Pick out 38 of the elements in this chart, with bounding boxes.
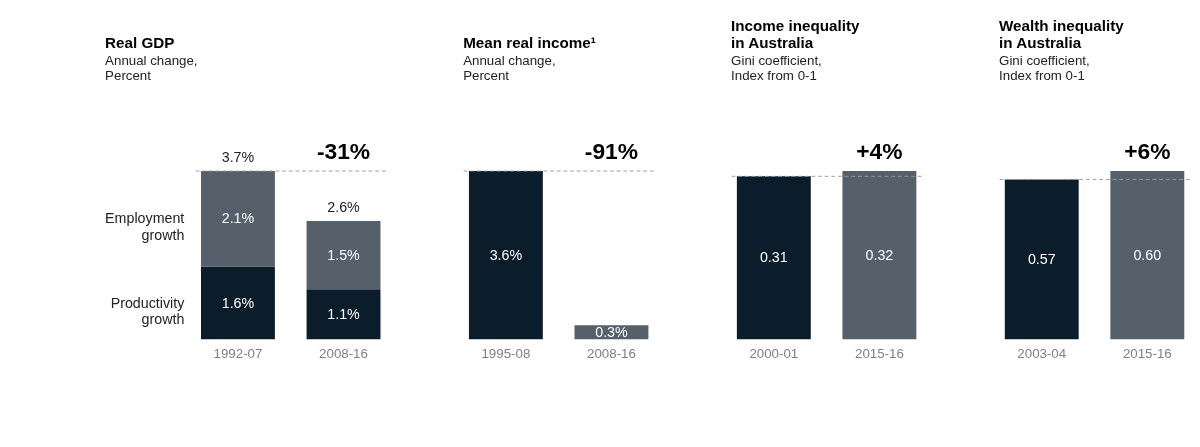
data-label: 1.5% (327, 246, 361, 263)
data-label: 2.1% (221, 210, 255, 227)
x-tick-label: 2015-16 (1122, 345, 1172, 361)
data-label: 0.31 (759, 249, 788, 266)
data-label: 0.57 (1027, 251, 1056, 268)
data-label: 3.6% (489, 246, 523, 263)
annotation: +6% (1124, 137, 1171, 164)
data-label: 0.60 (1133, 246, 1162, 263)
x-tick-label: 1995-08 (481, 345, 531, 361)
chart-subtitle: Gini coefficient, Index from 0-1 (999, 52, 1090, 83)
x-tick-label: 2000-01 (749, 345, 799, 361)
bar (306, 221, 381, 290)
annotation: -31% (316, 137, 371, 164)
data-label: 0.32 (865, 246, 894, 263)
x-tick-label: 1992-07 (213, 345, 263, 361)
annotation: +4% (856, 137, 903, 164)
chart-title: Mean real income¹ (463, 34, 596, 52)
total-label: 3.7% (221, 149, 255, 166)
chart-title: Real GDP (105, 34, 175, 52)
x-tick-label: 2003-04 (1017, 345, 1067, 361)
bar (306, 289, 381, 340)
series-label: Employment growth (105, 210, 185, 243)
chart-subtitle: Annual change, Percent (463, 52, 556, 83)
chart-title: Income inequality in Australia (731, 17, 860, 52)
annotation: -91% (584, 137, 639, 164)
bar (201, 266, 275, 340)
total-label: 2.6% (327, 199, 361, 216)
data-label: 0.3% (595, 323, 629, 340)
chart-title: Wealth inequality in Australia (999, 17, 1125, 52)
data-label: 1.6% (221, 294, 255, 311)
x-tick-label: 2008-16 (319, 345, 368, 361)
series-label: Productivity growth (110, 294, 186, 327)
chart-subtitle: Gini coefficient, Index from 0-1 (731, 52, 822, 83)
chart-subtitle: Annual change, Percent (105, 52, 198, 83)
bar (201, 171, 275, 267)
x-tick-label: 2015-16 (854, 345, 904, 361)
x-tick-label: 2008-16 (587, 345, 636, 361)
data-label: 1.1% (327, 305, 361, 322)
